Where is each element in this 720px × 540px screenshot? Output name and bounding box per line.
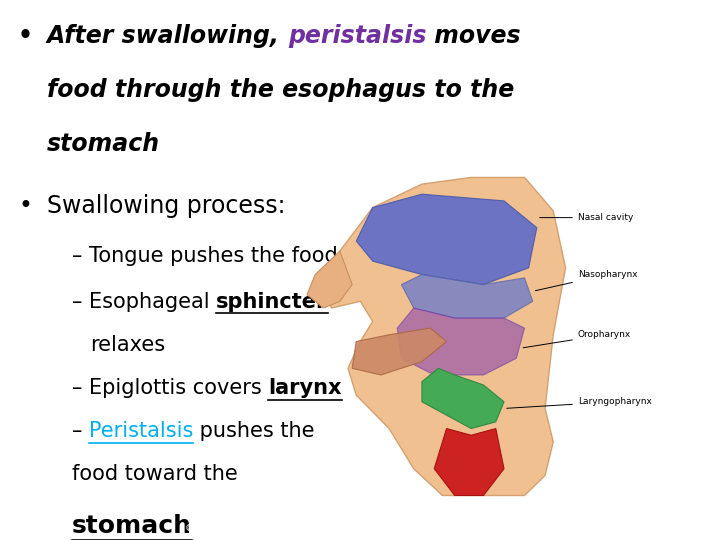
Text: •: • (18, 194, 32, 218)
Polygon shape (320, 178, 566, 496)
Text: food through the esophagus to the: food through the esophagus to the (47, 78, 514, 102)
Polygon shape (434, 429, 504, 496)
Polygon shape (352, 328, 446, 375)
Polygon shape (422, 368, 504, 429)
Text: food toward the: food toward the (72, 464, 238, 484)
Text: After swallowing,: After swallowing, (47, 24, 288, 48)
Text: peristalsis: peristalsis (288, 24, 426, 48)
Text: Nasal cavity: Nasal cavity (539, 213, 634, 222)
Text: –: – (72, 421, 89, 441)
Text: larynx: larynx (269, 378, 342, 398)
Text: stomach: stomach (72, 514, 192, 538)
Text: Swallowing process:: Swallowing process: (47, 194, 285, 218)
Text: – Tongue pushes the food into the: – Tongue pushes the food into the (72, 246, 431, 266)
Polygon shape (307, 251, 352, 308)
Polygon shape (402, 274, 533, 318)
Text: © Mayo Foundation for Medical Education and Research.  All rights reserved.: © Mayo Foundation for Medical Education … (185, 524, 535, 533)
Text: – Epiglottis covers: – Epiglottis covers (72, 378, 269, 398)
Text: – Esophageal: – Esophageal (72, 292, 216, 312)
Polygon shape (356, 194, 537, 285)
Text: stomach: stomach (47, 132, 160, 156)
Text: pharynx: pharynx (431, 246, 528, 266)
Text: Oropharynx: Oropharynx (523, 330, 631, 348)
Polygon shape (397, 308, 524, 375)
Text: moves: moves (426, 24, 521, 48)
Text: sphincter: sphincter (216, 292, 328, 312)
Text: Laryngopharynx: Laryngopharynx (507, 397, 652, 408)
Text: Peristalsis: Peristalsis (89, 421, 194, 441)
Text: •: • (18, 24, 33, 48)
Text: relaxes: relaxes (90, 335, 165, 355)
Text: pushes the: pushes the (194, 421, 315, 441)
Text: Nasopharynx: Nasopharynx (536, 270, 637, 291)
